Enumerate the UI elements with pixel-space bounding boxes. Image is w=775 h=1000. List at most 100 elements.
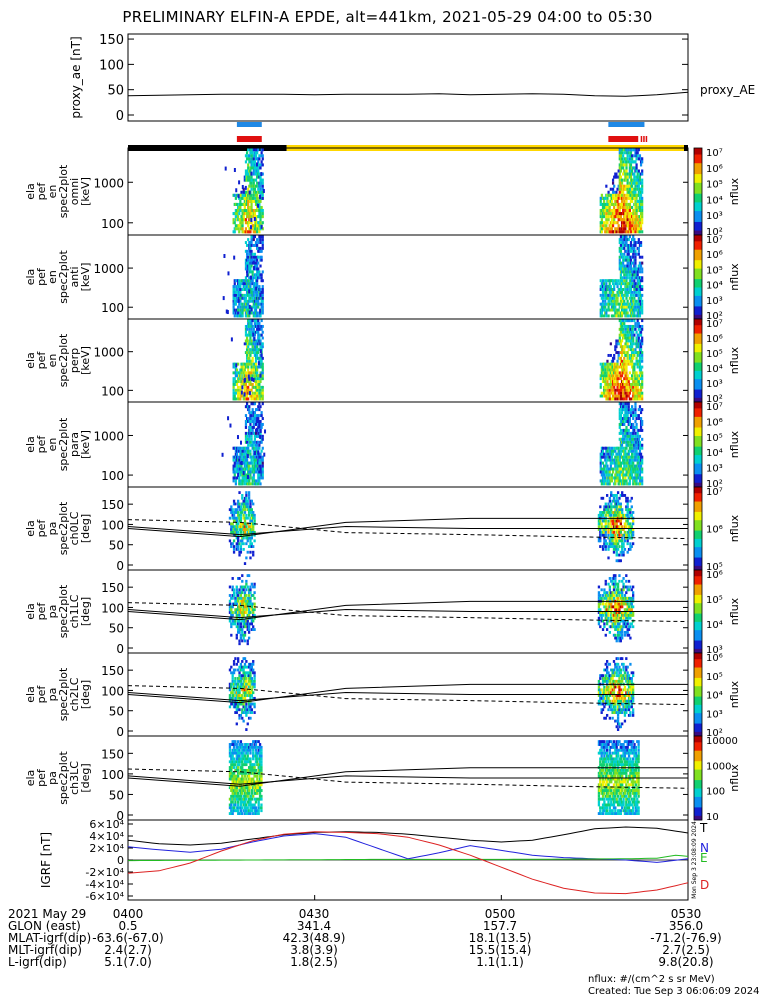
spectrogram-pixel [259,394,262,398]
spectrogram-pixel [625,353,628,357]
colorbar-tick-label: 10⁶ [706,164,723,175]
pa-pixel [619,522,622,526]
spectrogram-pixel [635,482,638,486]
pa-pixel [245,525,248,529]
pa-pixel [238,616,241,620]
pa-pixel [616,630,620,634]
spectrogram-pixel [241,279,244,283]
colorbar-cell [694,281,702,284]
pa-pixel [605,596,609,600]
spectrogram-pixel [605,314,608,318]
spectrogram-pixel [260,476,263,480]
spectrogram-pixel [629,184,633,188]
pa-pixel [249,536,252,540]
spectrogram-pixel [641,230,644,234]
spectrogram-pixel [242,362,245,366]
spectrogram-pixel [254,397,258,401]
pa-pixel [608,577,612,580]
spectrogram-pixel [638,261,642,265]
spectrogram-pixel [245,417,249,421]
spectrogram-pixel [611,178,615,182]
pa-pixel [600,530,603,534]
spectrogram-pixel [631,455,634,459]
spectrogram-pixel [249,246,252,250]
spectrogram-pixel [636,394,639,398]
spectrogram-pixel [615,362,618,366]
pa-pixel [601,547,605,551]
spectrogram-pixel [615,479,618,483]
pa-pixel [601,602,605,606]
spectrogram-pixel [622,402,625,406]
spectrogram-pixel [247,187,250,191]
spectrogram-pixel [260,391,263,395]
pa-pixel [607,502,610,506]
spectrogram-pixel [625,276,628,280]
spectrogram-pixel [258,391,261,395]
spectrogram-pixel [261,345,264,349]
spectrogram-pixel [623,235,626,239]
colorbar-cell [694,459,702,462]
spectrogram-pixel [632,212,635,216]
spectrogram-pixel [631,305,634,309]
colorbar-cell [694,495,702,498]
spectrogram-pixel [242,470,245,475]
spectrogram-pixel [641,181,644,185]
pa-pixel [607,511,610,514]
strip-ylabel: ela [24,520,37,537]
spectrogram-pixel [615,299,618,303]
spectrogram-pixel [604,305,607,309]
spectrogram-pixel [605,279,608,283]
pa-pixel [252,602,255,606]
spectrogram-pixel [251,324,254,328]
spectrogram-pixel [241,479,244,483]
pa-pixel [626,542,629,546]
pa-pixel [237,513,240,517]
spectrogram-pixel [261,374,264,378]
spectrogram-pixel [253,261,257,265]
spectrogram-pixel [628,377,631,381]
pa-pixel [623,513,627,517]
spectrogram-pixel [619,324,623,328]
spectrogram-pixel [632,230,635,234]
colorbar-cell [694,364,702,368]
spectrogram-pixel [259,199,262,203]
spectrogram-pixel [613,302,616,306]
spectrogram-pixel [245,397,249,401]
spectrogram-pixel [637,276,640,280]
spectrogram-pixel [599,199,602,203]
strip-ylabel: [keV] [79,346,92,375]
pa-pixel [621,525,624,529]
spectrogram-pixel [261,241,264,245]
pa-pixel [604,528,607,531]
colorbar-cell [694,524,702,527]
spectrogram-pixel [248,308,251,312]
spectrogram-pixel [629,324,633,328]
spectrogram-pixel [641,255,644,259]
spectrogram-pixel [626,270,629,274]
spectrogram-pixel [244,333,248,337]
spectrogram-pixel [632,235,635,239]
spectrogram-pixel [256,230,259,234]
spectrogram-pixel [255,162,258,167]
spectrogram-pixel [256,243,259,247]
spectrogram-pixel [244,160,248,164]
spectrogram-pixel [260,172,263,177]
spectrogram-pixel [623,293,626,297]
spectrogram-pixel [623,455,626,459]
spectrogram-pixel [636,365,639,369]
spectrogram-pixel [625,464,628,468]
spectrogram-pixel [605,362,608,366]
spectrogram-pixel [611,388,615,392]
spectrogram-pixel [631,449,634,453]
spectrogram-pixel [632,293,635,297]
spectrogram-pixel [256,172,259,176]
spectrogram-pixel [249,382,252,386]
colorbar-cell [694,161,702,164]
spectrogram-pixel [618,464,621,468]
spectrogram-pixel [237,311,240,315]
spectrogram-pixel [248,382,251,386]
spectrogram-pixel [614,175,617,179]
spectrogram-pixel [609,464,612,468]
spectrogram-pixel [634,458,637,462]
colorbar-cell [694,256,702,259]
